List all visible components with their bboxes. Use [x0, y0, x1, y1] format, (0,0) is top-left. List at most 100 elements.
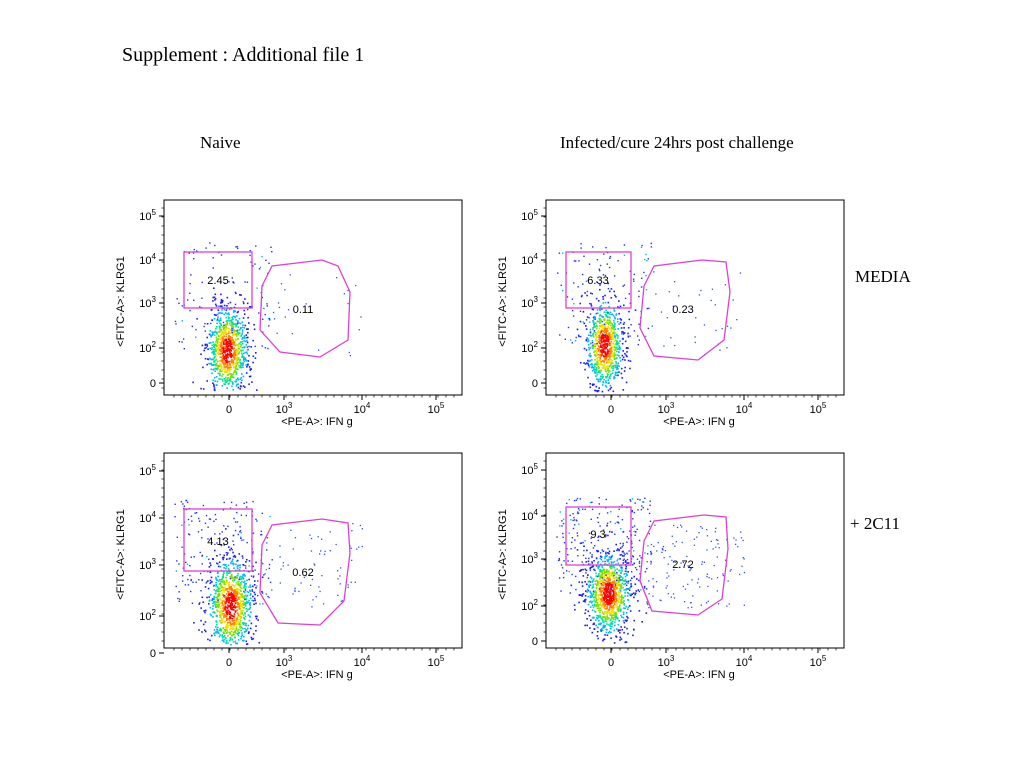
event-dot — [244, 589, 247, 591]
gate-polygon[interactable] — [639, 259, 731, 361]
event-dot — [644, 587, 646, 589]
event-dot — [594, 347, 597, 350]
event-dot — [310, 537, 313, 540]
event-dot — [220, 334, 222, 337]
event-dot — [732, 299, 734, 301]
event-dot — [266, 537, 269, 539]
event-dot — [204, 330, 206, 332]
event-dot — [624, 352, 626, 355]
event-dot — [608, 531, 611, 533]
event-dot — [581, 593, 584, 596]
event-dot — [657, 542, 659, 544]
event-dot — [228, 366, 231, 369]
event-dot — [594, 600, 596, 603]
event-dot — [622, 620, 625, 622]
event-dot — [201, 281, 203, 284]
event-dot — [220, 324, 223, 326]
event-dot — [627, 347, 629, 349]
event-dot — [615, 596, 617, 598]
event-dot — [201, 631, 203, 633]
event-dot — [634, 502, 636, 504]
gate-polygon[interactable] — [259, 518, 351, 626]
event-dot — [222, 325, 225, 328]
event-dot — [592, 308, 595, 311]
event-dot — [220, 345, 222, 348]
event-dot — [227, 327, 230, 330]
event-dot — [620, 367, 623, 370]
event-dot — [236, 565, 239, 568]
event-dot — [610, 352, 612, 355]
event-dot — [618, 574, 620, 577]
event-dot — [252, 585, 254, 588]
gate-rectangle[interactable] — [565, 251, 632, 309]
gate-rectangle[interactable] — [183, 508, 253, 572]
event-dot — [598, 366, 600, 369]
event-dot — [607, 338, 609, 340]
gate-rectangle[interactable] — [565, 506, 632, 566]
gate-polygon[interactable] — [259, 259, 351, 358]
event-dot — [227, 624, 230, 627]
event-dot — [225, 342, 227, 344]
event-dot — [599, 578, 601, 580]
event-dot — [611, 365, 613, 368]
event-dot — [237, 630, 239, 632]
event-dot — [618, 345, 620, 347]
event-dot — [579, 320, 582, 323]
event-dot — [613, 352, 616, 354]
event-dot — [608, 313, 611, 315]
event-dot — [595, 349, 598, 352]
event-dot — [239, 615, 241, 618]
event-dot — [233, 351, 236, 353]
event-dot — [596, 517, 599, 519]
event-dot — [201, 537, 203, 539]
event-dot — [584, 292, 586, 294]
event-dot — [215, 384, 218, 386]
event-dot — [234, 349, 237, 352]
event-dot — [226, 350, 228, 353]
event-dot — [618, 569, 621, 572]
event-dot — [229, 638, 232, 641]
event-dot — [652, 578, 654, 580]
event-dot — [610, 593, 612, 596]
event-dot — [675, 541, 677, 543]
event-dot — [606, 595, 608, 597]
event-dot — [581, 273, 584, 276]
event-dot — [606, 522, 609, 524]
event-dot — [620, 567, 622, 569]
event-dot — [668, 575, 670, 577]
event-dot — [231, 354, 234, 357]
event-dot — [715, 539, 718, 541]
event-dot — [220, 305, 222, 307]
event-dot — [603, 364, 606, 366]
event-dot — [619, 609, 622, 612]
event-dot — [229, 549, 231, 551]
gate-polygon[interactable] — [639, 514, 729, 616]
event-dot — [228, 362, 231, 364]
event-dot — [603, 587, 605, 590]
event-dot — [618, 588, 621, 591]
event-dot — [216, 623, 218, 626]
event-dot — [216, 342, 219, 344]
event-dot — [271, 559, 273, 561]
gate-rectangle[interactable] — [183, 251, 253, 309]
event-dot — [189, 565, 191, 567]
event-dot — [238, 347, 240, 350]
event-dot — [605, 334, 607, 336]
event-dot — [292, 548, 294, 550]
event-dot — [605, 589, 607, 591]
event-dot — [226, 361, 228, 363]
event-dot — [228, 360, 230, 363]
event-dot — [225, 349, 228, 352]
event-dot — [618, 323, 620, 325]
event-dot — [626, 541, 628, 543]
event-dot — [228, 619, 231, 621]
event-dot — [243, 602, 246, 604]
event-dot — [597, 332, 599, 334]
event-dot — [630, 324, 632, 326]
event-dot — [602, 581, 604, 584]
event-dot — [608, 365, 611, 368]
event-dot — [232, 373, 235, 375]
event-dot — [241, 362, 243, 364]
x-tick-label: 0 — [608, 404, 614, 416]
